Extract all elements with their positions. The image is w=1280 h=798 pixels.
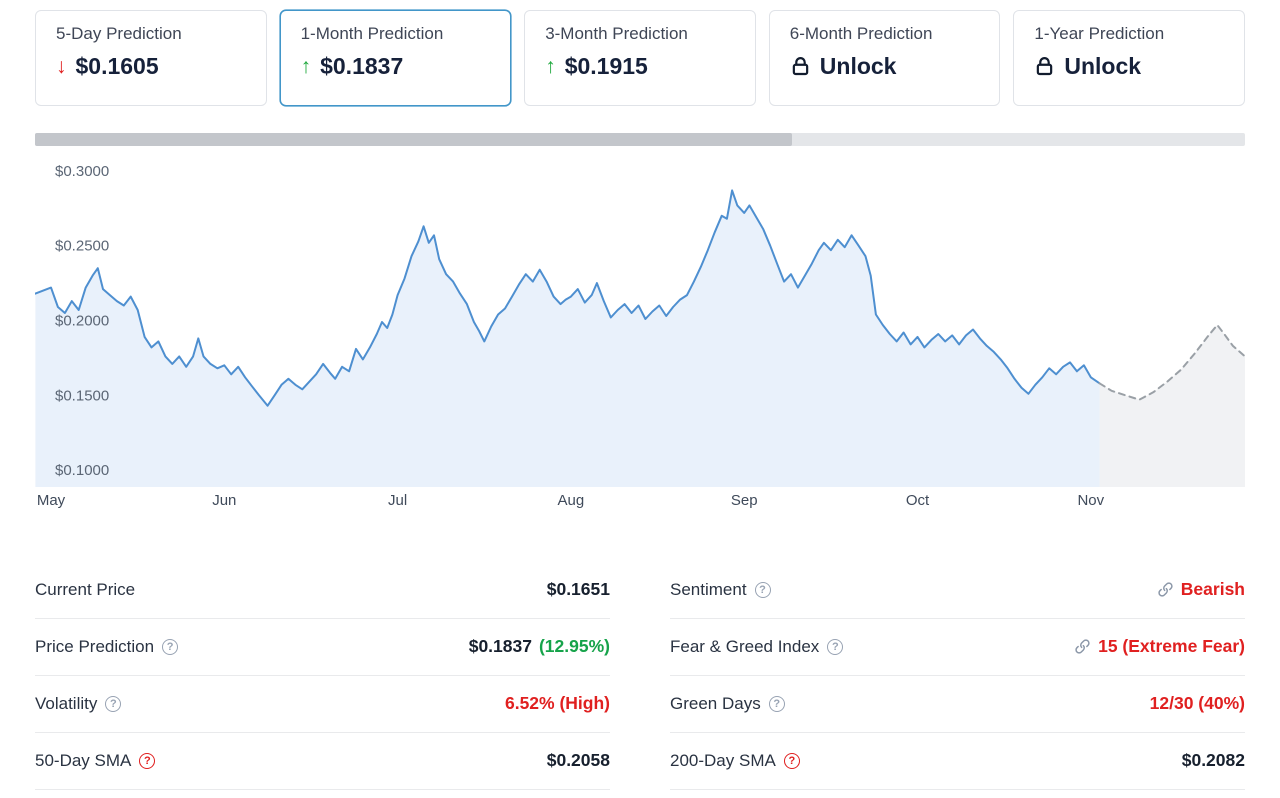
chart-scrollbar-thumb[interactable] [35,133,793,146]
stat-row-price-prediction: Price Prediction ? $0.1837 (12.95%) [35,619,610,676]
stat-value[interactable]: 15 (Extreme Fear) [1098,636,1245,656]
stat-label: Sentiment [670,579,747,599]
stat-label: Green Days [670,693,761,713]
stat-row-current-price: Current Price $0.1651 [35,562,610,619]
help-icon[interactable]: ? [162,638,179,655]
help-icon[interactable]: ? [105,695,122,712]
svg-text:$0.1500: $0.1500 [55,387,109,404]
card-value: Unlock [819,53,897,79]
svg-text:May: May [37,492,66,509]
svg-text:Jun: Jun [212,492,236,509]
stat-value: $0.2058 [546,750,610,770]
stats-right-column: Sentiment ? Bearish Fear & Greed Index ? [670,562,1245,790]
stat-label: Fear & Greed Index [670,636,820,656]
stat-row-50-day-sma: 50-Day SMA ? $0.2058 [35,733,610,790]
link-icon[interactable] [1157,581,1174,598]
svg-text:Nov: Nov [1077,492,1104,509]
card-title: 1-Year Prediction [1034,24,1165,43]
stat-value: $0.1837 [468,636,532,656]
card-title: 6-Month Prediction [789,24,933,43]
help-icon[interactable]: ? [827,638,844,655]
help-icon[interactable]: ? [139,752,156,769]
link-icon[interactable] [1074,638,1091,655]
svg-text:Jul: Jul [388,492,407,509]
card-title: 1-Month Prediction [300,24,444,43]
card-3-month-prediction[interactable]: 3-Month Prediction ↑ $0.1915 [524,10,756,106]
chart-range-scrollbar[interactable] [35,133,1245,146]
stat-label: 50-Day SMA [35,750,132,770]
svg-text:$0.1000: $0.1000 [55,462,109,479]
stat-label: Volatility [35,693,98,713]
price-chart[interactable]: $0.3000 $0.2500 $0.2000 $0.1500 $0.1000 May Ju… [34,155,1246,516]
help-icon[interactable]: ? [754,581,771,598]
arrow-down-icon: ↓ [56,55,67,78]
stat-value-change: (12.95%) [538,636,610,656]
prediction-cards: 5-Day Prediction ↓ $0.1605 1-Month Predi… [0,0,1280,106]
stats-section: Current Price $0.1651 Price Prediction ?… [0,562,1280,790]
card-value: $0.1915 [564,53,648,79]
stat-value: 6.52% (High) [504,693,610,713]
svg-text:$0.3000: $0.3000 [55,163,109,180]
lock-icon [1037,57,1053,76]
stats-left-column: Current Price $0.1651 Price Prediction ?… [35,562,610,790]
stat-value: $0.1651 [546,579,610,599]
card-1-year-prediction[interactable]: 1-Year Prediction Unlock [1013,10,1245,106]
stat-row-200-day-sma: 200-Day SMA ? $0.2082 [670,733,1245,790]
card-title: 3-Month Prediction [545,24,688,43]
card-title: 5-Day Prediction [56,24,182,43]
card-value: $0.1605 [75,53,159,79]
help-icon[interactable]: ? [768,695,785,712]
card-value: $0.1837 [320,53,404,79]
card-5-day-prediction[interactable]: 5-Day Prediction ↓ $0.1605 [35,10,267,106]
lock-icon [792,57,809,76]
stat-row-sentiment: Sentiment ? Bearish [670,562,1245,619]
svg-text:Aug: Aug [558,492,585,509]
stat-label: Current Price [35,579,136,599]
svg-text:Oct: Oct [906,492,930,509]
stat-row-green-days: Green Days ? 12/30 (40%) [670,676,1245,733]
stat-value: 12/30 (40%) [1149,693,1245,713]
help-icon[interactable]: ? [783,752,800,769]
arrow-up-icon: ↑ [545,55,556,78]
svg-text:Sep: Sep [731,492,758,509]
card-6-month-prediction[interactable]: 6-Month Prediction Unlock [768,10,1001,106]
stat-row-fear-greed-index: Fear & Greed Index ? 15 (Extreme Fear) [670,619,1245,676]
card-value: Unlock [1064,53,1142,79]
price-chart-svg[interactable]: $0.3000 $0.2500 $0.2000 $0.1500 $0.1000 May Ju… [34,155,1246,511]
stat-label: 200-Day SMA [670,750,776,770]
arrow-up-icon: ↑ [300,55,312,78]
card-1-month-prediction[interactable]: 1-Month Prediction ↑ $0.1837 [279,10,512,106]
stat-row-volatility: Volatility ? 6.52% (High) [35,676,610,733]
stat-value: $0.2082 [1181,750,1245,770]
svg-text:$0.2000: $0.2000 [55,313,109,330]
stat-label: Price Prediction [35,636,155,656]
stat-value[interactable]: Bearish [1180,579,1245,599]
svg-text:$0.2500: $0.2500 [55,238,109,255]
